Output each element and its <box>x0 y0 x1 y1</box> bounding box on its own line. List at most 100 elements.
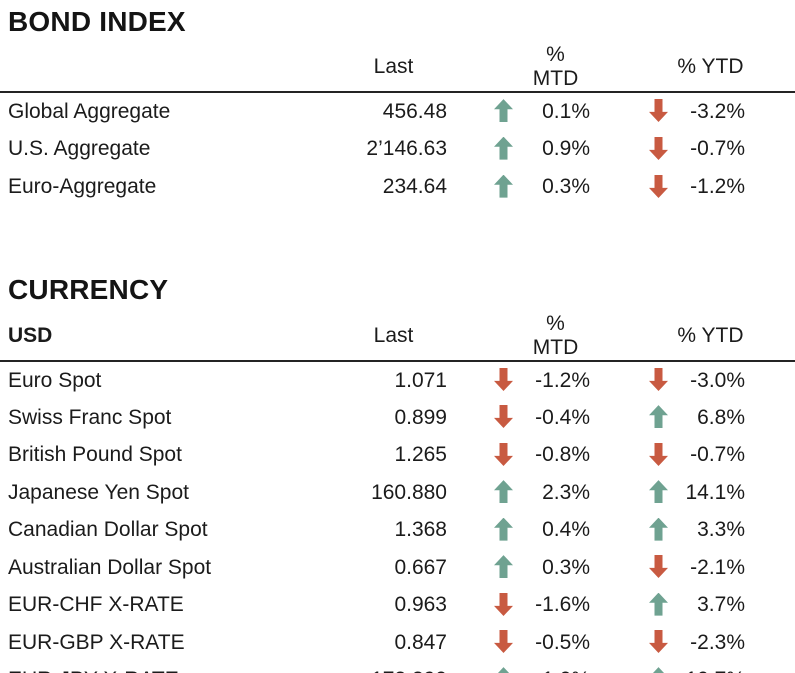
table-row: Euro-Aggregate 234.64 0.3% -1.2% <box>0 168 795 206</box>
trend-arrow-icon <box>494 405 513 428</box>
bond-col-header-last: Last <box>373 55 414 79</box>
ytd-value: 6.8% <box>697 405 745 429</box>
last-value: 160.880 <box>371 480 447 504</box>
table-row: Euro Spot 1.071 -1.2% -3.0% <box>0 361 795 399</box>
instrument-name: Euro Spot <box>8 368 102 392</box>
ytd-arrow-cell <box>590 474 676 512</box>
ytd-value: 3.3% <box>697 518 745 542</box>
ytd-arrow-cell <box>590 436 676 474</box>
trend-arrow-icon <box>494 667 513 673</box>
currency-col-header-usd: USD <box>8 324 53 348</box>
last-value: 1.368 <box>394 518 447 542</box>
bond-index-table: Last % MTD % YTD Global Aggregate 456.48… <box>0 43 795 206</box>
trend-arrow-icon <box>649 443 668 466</box>
mtd-value: 0.9% <box>542 137 590 161</box>
mtd-arrow-cell <box>447 436 521 474</box>
table-row: EUR-CHF X-RATE 0.963 -1.6% 3.7% <box>0 586 795 624</box>
instrument-name: Japanese Yen Spot <box>8 480 190 504</box>
spacer-cell <box>745 586 795 624</box>
table-row: British Pound Spot 1.265 -0.8% -0.7% <box>0 436 795 474</box>
ytd-arrow-cell <box>590 168 676 206</box>
mtd-value: 0.4% <box>542 518 590 542</box>
instrument-name: Canadian Dollar Spot <box>8 518 208 542</box>
last-value: 172.390 <box>340 661 447 673</box>
ytd-arrow-cell <box>590 130 676 168</box>
trend-arrow-icon <box>649 480 668 504</box>
spacer-cell <box>745 661 795 673</box>
spacer-cell <box>745 624 795 662</box>
mtd-value: -0.8% <box>535 443 590 467</box>
instrument-name: Swiss Franc Spot <box>8 405 172 429</box>
instrument-name: EUR-CHF X-RATE <box>8 593 184 617</box>
trend-arrow-icon <box>494 99 513 123</box>
ytd-value: -0.7% <box>690 137 745 161</box>
last-value: 1.265 <box>394 443 447 467</box>
spacer-cell <box>745 511 795 549</box>
mtd-value: -1.2% <box>535 368 590 392</box>
ytd-value: -1.2% <box>690 175 745 199</box>
bond-index-title: BOND INDEX <box>8 6 186 37</box>
currency-col-header-mtd: % MTD <box>532 312 579 360</box>
spacer-cell <box>745 399 795 437</box>
last-value: 0.847 <box>394 630 447 654</box>
ytd-arrow-cell <box>590 661 676 673</box>
table-row: Swiss Franc Spot 0.899 -0.4% 6.8% <box>0 399 795 437</box>
ytd-value: -2.1% <box>690 555 745 579</box>
mtd-value: 2.3% <box>542 480 590 504</box>
trend-arrow-icon <box>649 137 668 160</box>
mtd-value: -0.4% <box>535 405 590 429</box>
mtd-value: 0.3% <box>542 555 590 579</box>
spacer-cell <box>745 474 795 512</box>
last-value: 2’146.63 <box>366 137 447 161</box>
table-row: Canadian Dollar Spot 1.368 0.4% 3.3% <box>0 511 795 549</box>
last-value: 1.071 <box>394 368 447 392</box>
mtd-arrow-cell <box>447 661 521 673</box>
table-row: Japanese Yen Spot 160.880 2.3% 14.1% <box>0 474 795 512</box>
trend-arrow-icon <box>494 368 513 391</box>
mtd-arrow-cell <box>447 474 521 512</box>
currency-table: USD Last % MTD % YTD Euro Spot 1.071 -1.… <box>0 312 795 673</box>
spacer-cell <box>745 130 795 168</box>
last-value: 0.899 <box>394 405 447 429</box>
last-value: 456.48 <box>382 99 447 123</box>
mtd-value: 1.0% <box>521 661 590 673</box>
spacer-cell <box>745 43 795 92</box>
currency-title: CURRENCY <box>8 274 169 306</box>
ytd-value: 10.7% <box>676 661 745 673</box>
mtd-arrow-cell <box>447 549 521 587</box>
spacer-cell <box>447 312 521 361</box>
instrument-name: Australian Dollar Spot <box>8 555 212 579</box>
bond-col-header-ytd: % YTD <box>677 55 744 79</box>
instrument-name: EUR-GBP X-RATE <box>8 630 185 654</box>
ytd-value: -2.3% <box>690 630 745 654</box>
ytd-value: 3.7% <box>697 593 745 617</box>
mtd-arrow-cell <box>447 92 521 130</box>
mtd-arrow-cell <box>447 586 521 624</box>
table-row: Global Aggregate 456.48 0.1% -3.2% <box>0 92 795 130</box>
table-row: U.S. Aggregate 2’146.63 0.9% -0.7% <box>0 130 795 168</box>
spacer-cell <box>590 43 676 92</box>
trend-arrow-icon <box>649 99 668 122</box>
trend-arrow-icon <box>494 555 513 579</box>
last-value: 0.963 <box>394 593 447 617</box>
trend-arrow-icon <box>494 630 513 653</box>
trend-arrow-icon <box>494 443 513 466</box>
spacer-cell <box>745 92 795 130</box>
ytd-arrow-cell <box>590 361 676 399</box>
mtd-value: 0.3% <box>542 175 590 199</box>
mtd-arrow-cell <box>447 361 521 399</box>
instrument-name: EUR-JPY X-RATE <box>0 661 340 673</box>
mtd-arrow-cell <box>447 624 521 662</box>
trend-arrow-icon <box>649 405 668 429</box>
trend-arrow-icon <box>494 517 513 541</box>
spacer-cell <box>745 168 795 206</box>
ytd-arrow-cell <box>590 586 676 624</box>
currency-header-row: USD Last % MTD % YTD <box>0 312 795 362</box>
bond-index-section: BOND INDEX Last % MTD % YTD Global Aggre… <box>0 0 795 206</box>
trend-arrow-icon <box>649 175 668 198</box>
currency-col-header-last: Last <box>373 324 414 348</box>
trend-arrow-icon <box>494 593 513 616</box>
instrument-name: U.S. Aggregate <box>8 137 151 161</box>
ytd-arrow-cell <box>590 511 676 549</box>
trend-arrow-icon <box>649 630 668 653</box>
